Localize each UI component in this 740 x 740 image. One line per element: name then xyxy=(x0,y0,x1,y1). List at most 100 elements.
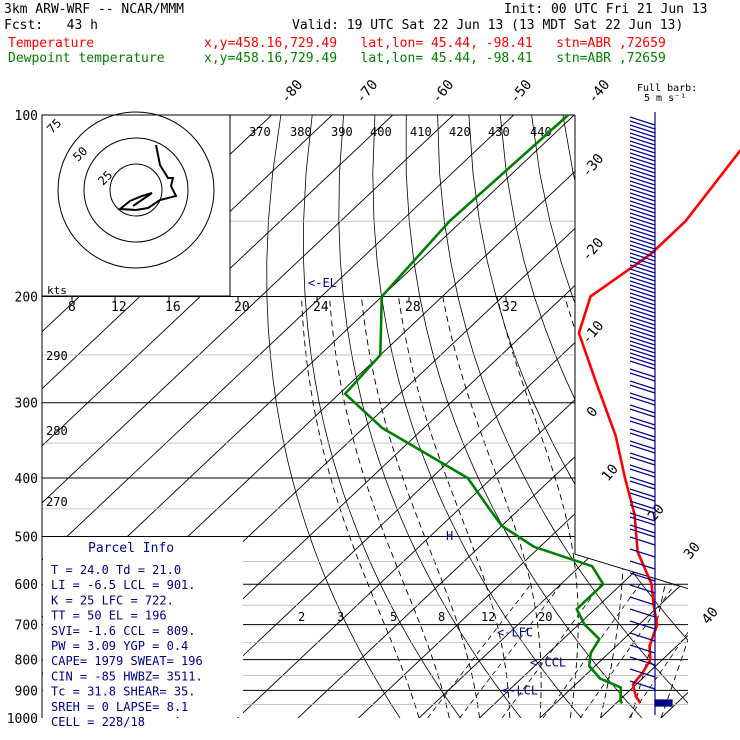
right-axis-slant xyxy=(574,553,689,590)
parcel-info-title: Parcel Info xyxy=(88,541,174,556)
mixing-ratio-line xyxy=(427,583,532,718)
barb-key-units: 5 m s⁻¹ xyxy=(644,93,687,104)
theta-label: 380 xyxy=(290,125,312,139)
pressure-label: 100 xyxy=(15,109,38,124)
wind-barb xyxy=(629,528,656,538)
wind-barb xyxy=(629,360,656,370)
wind-barb xyxy=(629,384,656,394)
parcel-info-bg xyxy=(43,537,243,717)
theta-label: 400 xyxy=(370,125,392,139)
moist-adiabat xyxy=(691,297,740,719)
isotherm-line xyxy=(539,115,688,718)
wind-barb xyxy=(629,292,656,302)
level-marker: <-EL xyxy=(308,276,337,290)
wind-barb xyxy=(629,476,656,486)
temp-right-label: 10 xyxy=(599,461,622,484)
wind-barb xyxy=(629,584,656,594)
wind-barb xyxy=(629,348,656,358)
isotherm-line xyxy=(42,115,515,718)
wind-barb xyxy=(629,516,656,526)
parcel-info-row: SVI= -1.6 CCL = 809. xyxy=(51,624,196,638)
parcel-info-row: T = 24.0 Td = 21.0 xyxy=(51,563,181,577)
wind-barb xyxy=(629,312,656,322)
temp-top-label: -70 xyxy=(353,77,382,107)
hodo-speed-label: 12 xyxy=(111,300,127,315)
pressure-label: 300 xyxy=(15,397,38,412)
mixing-ratio-label: 8 xyxy=(438,610,445,624)
theta-label: 370 xyxy=(249,125,271,139)
moist-adiabat xyxy=(360,296,480,718)
wind-barb xyxy=(629,464,656,474)
wind-barb xyxy=(629,192,656,202)
wind-barb xyxy=(629,416,656,426)
mixing-ratio-line xyxy=(501,583,602,718)
wind-barb xyxy=(629,680,656,690)
wind-barb xyxy=(629,456,656,466)
wind-barb xyxy=(629,244,656,254)
dry-adiabat xyxy=(687,115,688,718)
theta-side-label: 280 xyxy=(46,424,68,438)
pressure-label: 900 xyxy=(15,684,38,699)
wind-barb xyxy=(629,128,656,138)
wind-barb xyxy=(629,332,656,342)
wind-barb xyxy=(629,264,656,274)
wind-barb xyxy=(629,596,656,606)
parcel-info-row: LI = -6.5 LCL = 901. xyxy=(51,578,196,592)
hodo-speed-label: 8 xyxy=(68,300,76,315)
level-marker: <-CCL xyxy=(530,655,566,669)
mixing-ratio-line xyxy=(459,583,562,718)
parcel-info-row: Tc = 31.8 SHEAR= 35. xyxy=(51,685,196,699)
temp-right-label: 20 xyxy=(645,501,668,524)
forecast-hour: Fcst: 43 h xyxy=(4,18,98,33)
wind-barb xyxy=(629,156,656,166)
wind-barb xyxy=(629,140,656,150)
wind-barb xyxy=(629,152,656,162)
wind-barb xyxy=(629,504,656,514)
wind-barb xyxy=(629,268,656,278)
temp-right-label: 0 xyxy=(584,404,602,421)
moist-adiabat xyxy=(398,296,511,718)
hodo-speed-label: 28 xyxy=(405,300,421,315)
mixing-ratio-label: 2 xyxy=(298,610,305,624)
isotherm-line xyxy=(479,115,688,718)
dry-adiabat xyxy=(303,115,461,718)
isotherm-line xyxy=(418,115,688,718)
wind-barb xyxy=(629,168,656,178)
wind-barb xyxy=(629,620,656,630)
hodograph-ring xyxy=(57,111,215,269)
wind-barb xyxy=(629,392,656,402)
pressure-label: 700 xyxy=(15,619,38,634)
pressure-label: 500 xyxy=(15,530,38,545)
wind-barb xyxy=(629,260,656,270)
wind-barb xyxy=(629,148,656,158)
wind-barb xyxy=(629,468,656,478)
wind-barb xyxy=(629,488,656,498)
hodograph-trace xyxy=(117,144,178,212)
temp-top-label: -80 xyxy=(278,77,307,107)
wind-barb xyxy=(629,668,656,678)
wind-barb xyxy=(629,200,656,210)
wind-barb xyxy=(629,252,656,262)
moist-adiabat xyxy=(442,296,542,718)
wind-barb xyxy=(629,548,656,558)
wind-barb xyxy=(629,356,656,366)
wind-barb-flag xyxy=(654,699,673,707)
wind-barb xyxy=(629,196,656,206)
wind-barb xyxy=(629,232,656,242)
wind-barb xyxy=(629,492,656,502)
level-marker: <-LFC xyxy=(497,626,533,640)
moist-adiabat xyxy=(564,296,624,718)
wind-barb xyxy=(629,212,656,222)
theta-label: 430 xyxy=(488,125,510,139)
wind-barb xyxy=(629,440,656,450)
parcel-info-row: SREH = 0 LAPSE= 8.1 xyxy=(51,700,188,714)
dry-adiabat xyxy=(720,115,740,718)
wind-barb xyxy=(629,240,656,250)
wind-barb xyxy=(629,248,656,258)
temp-right-label: 30 xyxy=(681,539,704,562)
wind-barb xyxy=(629,224,656,234)
parcel-info-row: K = 25 LFC = 722. xyxy=(51,593,174,607)
wind-barb xyxy=(629,380,656,390)
moist-adiabat xyxy=(329,296,450,718)
wind-barb xyxy=(629,188,656,198)
